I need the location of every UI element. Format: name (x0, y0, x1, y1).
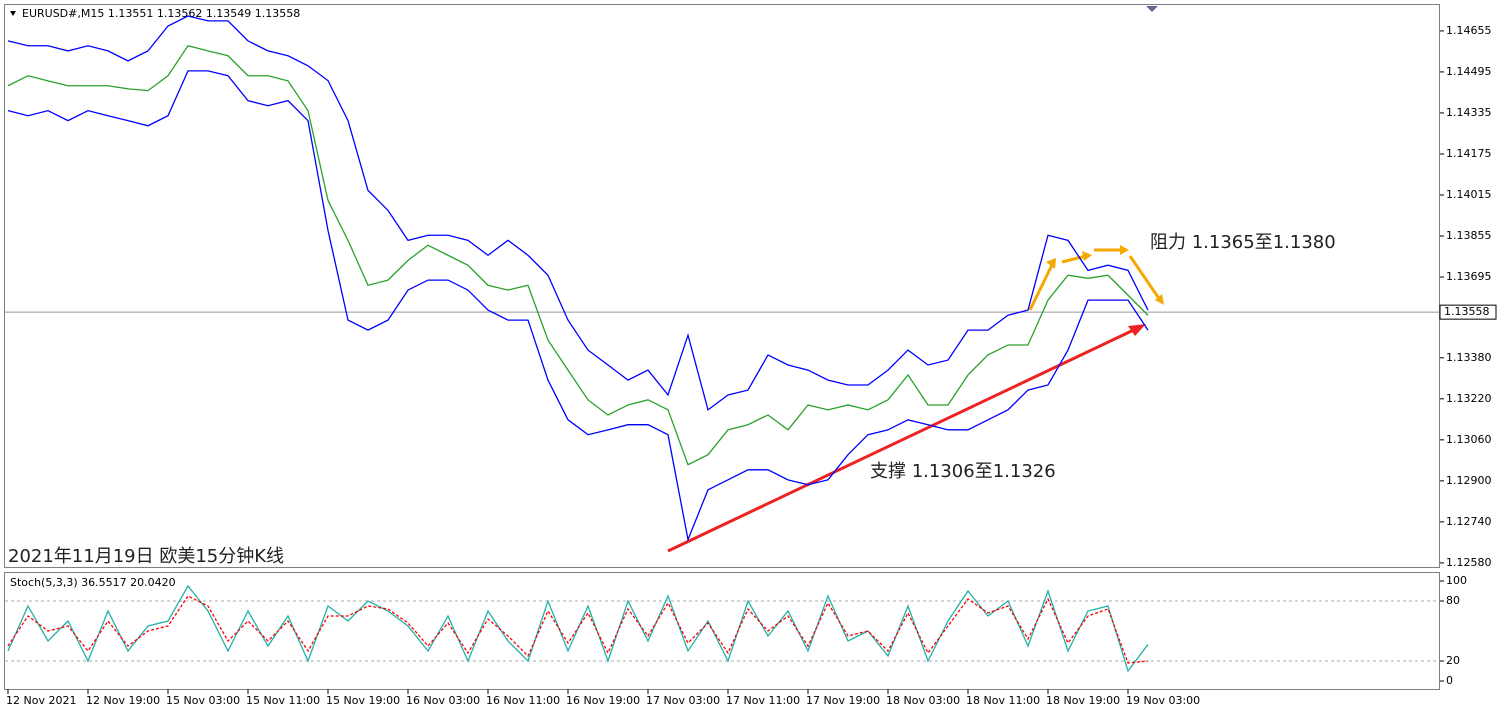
series-line (7, 584, 1149, 673)
x-tick-label: 17 Nov 19:00 (806, 694, 880, 707)
x-tick-label: 16 Nov 03:00 (406, 694, 480, 707)
price-label-box (1439, 304, 1497, 320)
y-tick-label: 1.14335 (1446, 106, 1492, 119)
annotation: 2021年11月19日 欧美15分钟K线 (8, 546, 284, 567)
x-tick-label: 15 Nov 11:00 (246, 694, 320, 707)
annotation: 阻力 1.1365至1.1380 (1150, 232, 1336, 253)
y-tick-label: 1.12580 (1446, 556, 1492, 569)
stoch-title: Stoch(5,3,3) 36.5517 20.0420 (10, 576, 176, 589)
x-tick-label: 16 Nov 11:00 (486, 694, 560, 707)
y-tick-label: 1.14495 (1446, 65, 1492, 78)
x-tick-label: 15 Nov 19:00 (326, 694, 400, 707)
x-tick-label: 19 Nov 03:00 (1126, 694, 1200, 707)
x-tick-label: 12 Nov 19:00 (86, 694, 160, 707)
y-tick-label: 1.13695 (1446, 270, 1492, 283)
x-tick-label: 16 Nov 19:00 (566, 694, 640, 707)
menu-icon (10, 11, 16, 16)
x-tick-label: 12 Nov 2021 (6, 694, 76, 707)
stoch-panel (4, 572, 1440, 690)
y-tick-label: 20 (1446, 654, 1460, 667)
chart-title: EURUSD#,M15 1.13551 1.13562 1.13549 1.13… (22, 7, 300, 20)
series-line (7, 15, 1149, 411)
main-panel (4, 4, 1440, 568)
y-tick-label: 1.13380 (1446, 351, 1492, 364)
resistance-arrows (1028, 248, 1162, 311)
series-line (7, 595, 1149, 664)
annotation: 支撑 1.1306至1.1326 (870, 461, 1056, 482)
x-tick-label: 17 Nov 03:00 (646, 694, 720, 707)
y-tick-label: 100 (1446, 574, 1467, 587)
y-tick-label: 1.14015 (1446, 188, 1492, 201)
y-tick-label: 1.12900 (1446, 474, 1492, 487)
series-line (7, 70, 1149, 542)
y-tick-label: 1.12740 (1446, 515, 1492, 528)
x-tick-label: 18 Nov 11:00 (966, 694, 1040, 707)
y-tick-label: 1.13855 (1446, 229, 1492, 242)
y-tick-label: 1.13220 (1446, 392, 1492, 405)
y-tick-label: 80 (1446, 594, 1460, 607)
series-line (7, 45, 1149, 466)
current-price-label: 1.13558 (1444, 305, 1490, 318)
x-tick-label: 17 Nov 11:00 (726, 694, 800, 707)
shift-marker (1146, 6, 1158, 12)
y-tick-label: 1.14655 (1446, 24, 1492, 37)
x-tick-label: 15 Nov 03:00 (166, 694, 240, 707)
x-tick-label: 18 Nov 03:00 (886, 694, 960, 707)
y-tick-label: 0 (1446, 674, 1453, 687)
y-tick-label: 1.14175 (1446, 147, 1492, 160)
trend-arrowhead (1128, 324, 1146, 336)
arrow-heads (1046, 245, 1164, 305)
x-tick-label: 18 Nov 19:00 (1046, 694, 1120, 707)
y-tick-label: 1.13060 (1446, 433, 1492, 446)
support-trendline (667, 325, 1141, 553)
